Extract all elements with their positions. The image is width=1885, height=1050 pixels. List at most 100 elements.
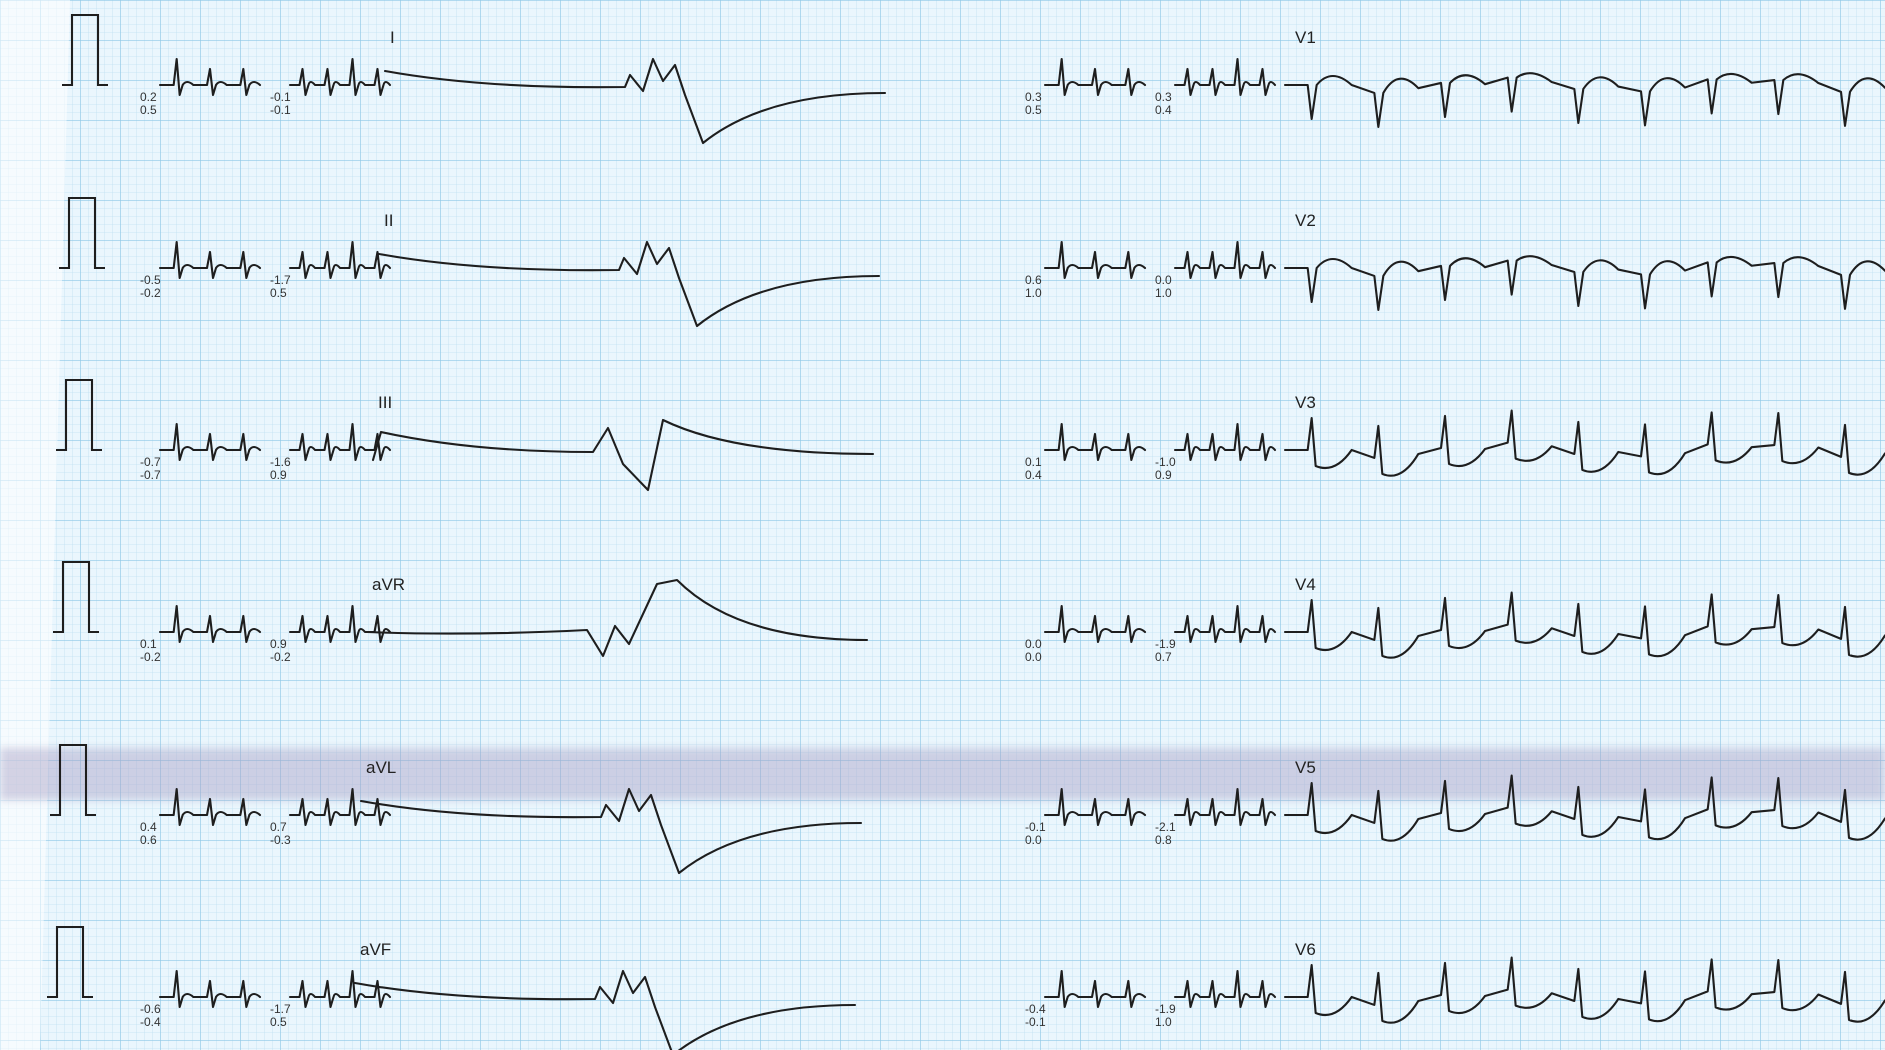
measurement-ii-2-1: -1.7	[270, 273, 291, 287]
measurement-v5-1-2: 0.0	[1025, 833, 1042, 847]
measurement-v4-1-2: 0.0	[1025, 650, 1042, 664]
trace-iii-long	[371, 418, 875, 492]
trace-i-complex-1	[158, 57, 262, 97]
trace-v5-complex-2	[1173, 787, 1277, 827]
measurement-v4-2-1: -1.9	[1155, 637, 1176, 651]
measurement-v4-1-1: 0.0	[1025, 637, 1042, 651]
measurement-avl-1-2: 0.6	[140, 833, 157, 847]
calibration-pulse-ii	[59, 196, 105, 270]
lead-label-v5: V5	[1295, 758, 1316, 777]
measurement-iii-1-2: -0.7	[140, 468, 161, 482]
trace-avl-long	[359, 787, 863, 875]
measurement-avf-1-1: -0.6	[140, 1002, 161, 1016]
trace-v3-complex-1	[1043, 422, 1147, 462]
measurement-avl-2-2: -0.3	[270, 833, 291, 847]
trace-avr-complex-1	[158, 604, 262, 644]
trace-ii-long	[377, 240, 881, 328]
lead-label-v4: V4	[1295, 575, 1316, 594]
trace-v4-long	[1283, 591, 1885, 659]
trace-iii-complex-2	[288, 422, 392, 462]
trace-avf-complex-1	[158, 969, 262, 1009]
measurement-iii-2-2: 0.9	[270, 468, 287, 482]
measurement-v5-1-1: -0.1	[1025, 820, 1046, 834]
measurement-avr-2-1: 0.9	[270, 637, 287, 651]
lead-label-ii: II	[384, 211, 393, 230]
trace-v3-long	[1283, 409, 1885, 477]
measurement-avf-2-1: -1.7	[270, 1002, 291, 1016]
measurement-i-1-2: 0.5	[140, 103, 157, 117]
measurement-v6-2-2: 1.0	[1155, 1015, 1172, 1029]
trace-v1-long	[1283, 72, 1885, 128]
trace-v6-complex-2	[1173, 969, 1277, 1009]
lead-label-avl: aVL	[366, 758, 396, 777]
lead-label-avr: aVR	[372, 575, 405, 594]
calibration-pulse-avl	[50, 743, 96, 817]
trace-v3-complex-2	[1173, 422, 1277, 462]
measurement-iii-2-1: -1.6	[270, 455, 291, 469]
measurement-v2-1-2: 1.0	[1025, 286, 1042, 300]
measurement-avr-1-1: 0.1	[140, 637, 157, 651]
calibration-pulse-avf	[47, 925, 93, 999]
measurement-iii-1-1: -0.7	[140, 455, 161, 469]
trace-v5-long	[1283, 774, 1885, 842]
trace-v1-complex-2	[1173, 57, 1277, 97]
lead-label-i: I	[390, 28, 395, 47]
trace-avl-complex-1	[158, 787, 262, 827]
measurement-i-2-1: -0.1	[270, 90, 291, 104]
measurement-v6-1-1: -0.4	[1025, 1002, 1046, 1016]
trace-avf-long	[353, 969, 857, 1050]
lead-label-v1: V1	[1295, 28, 1316, 47]
measurement-v1-1-2: 0.5	[1025, 103, 1042, 117]
measurement-ii-1-1: -0.5	[140, 273, 161, 287]
trace-avf-complex-2	[288, 969, 392, 1009]
measurement-v1-2-2: 0.4	[1155, 103, 1172, 117]
measurement-ii-1-2: -0.2	[140, 286, 161, 300]
trace-i-long	[383, 57, 887, 145]
lead-label-v6: V6	[1295, 940, 1316, 959]
measurement-v5-2-2: 0.8	[1155, 833, 1172, 847]
trace-v4-complex-2	[1173, 604, 1277, 644]
measurement-v3-1-2: 0.4	[1025, 468, 1042, 482]
scan-artifact-band	[0, 748, 1885, 800]
trace-v1-complex-1	[1043, 57, 1147, 97]
lead-label-avf: aVF	[360, 940, 391, 959]
measurement-v6-2-1: -1.9	[1155, 1002, 1176, 1016]
trace-ii-complex-2	[288, 240, 392, 280]
measurement-v4-2-2: 0.7	[1155, 650, 1172, 664]
trace-v6-complex-1	[1043, 969, 1147, 1009]
measurement-v3-2-2: 0.9	[1155, 468, 1172, 482]
trace-v2-long	[1283, 255, 1885, 311]
measurement-v6-1-2: -0.1	[1025, 1015, 1046, 1029]
calibration-pulse-avr	[53, 560, 99, 634]
calibration-pulse-iii	[56, 378, 102, 452]
measurement-v2-2-2: 1.0	[1155, 286, 1172, 300]
measurement-ii-2-2: 0.5	[270, 286, 287, 300]
ecg-traces: 0.20.5-0.1-0.1I-0.5-0.2-1.70.5II-0.7-0.7…	[47, 13, 1885, 1050]
trace-iii-complex-1	[158, 422, 262, 462]
trace-avr-long	[365, 578, 869, 658]
lead-label-iii: III	[378, 393, 392, 412]
measurement-i-2-2: -0.1	[270, 103, 291, 117]
measurement-avf-1-2: -0.4	[140, 1015, 161, 1029]
trace-v6-long	[1283, 956, 1885, 1024]
trace-v2-complex-1	[1043, 240, 1147, 280]
trace-i-complex-2	[288, 57, 392, 97]
measurement-v2-1-1: 0.6	[1025, 273, 1042, 287]
measurement-i-1-1: 0.2	[140, 90, 157, 104]
measurement-v1-1-1: 0.3	[1025, 90, 1042, 104]
calibration-pulse-i	[62, 13, 108, 87]
measurement-v5-2-1: -2.1	[1155, 820, 1176, 834]
trace-v2-complex-2	[1173, 240, 1277, 280]
trace-ii-complex-1	[158, 240, 262, 280]
measurement-v2-2-1: 0.0	[1155, 273, 1172, 287]
trace-v5-complex-1	[1043, 787, 1147, 827]
trace-v4-complex-1	[1043, 604, 1147, 644]
measurement-avr-2-2: -0.2	[270, 650, 291, 664]
measurement-avr-1-2: -0.2	[140, 650, 161, 664]
trace-avl-complex-2	[288, 787, 392, 827]
measurement-v1-2-1: 0.3	[1155, 90, 1172, 104]
lead-label-v2: V2	[1295, 211, 1316, 230]
lead-label-v3: V3	[1295, 393, 1316, 412]
